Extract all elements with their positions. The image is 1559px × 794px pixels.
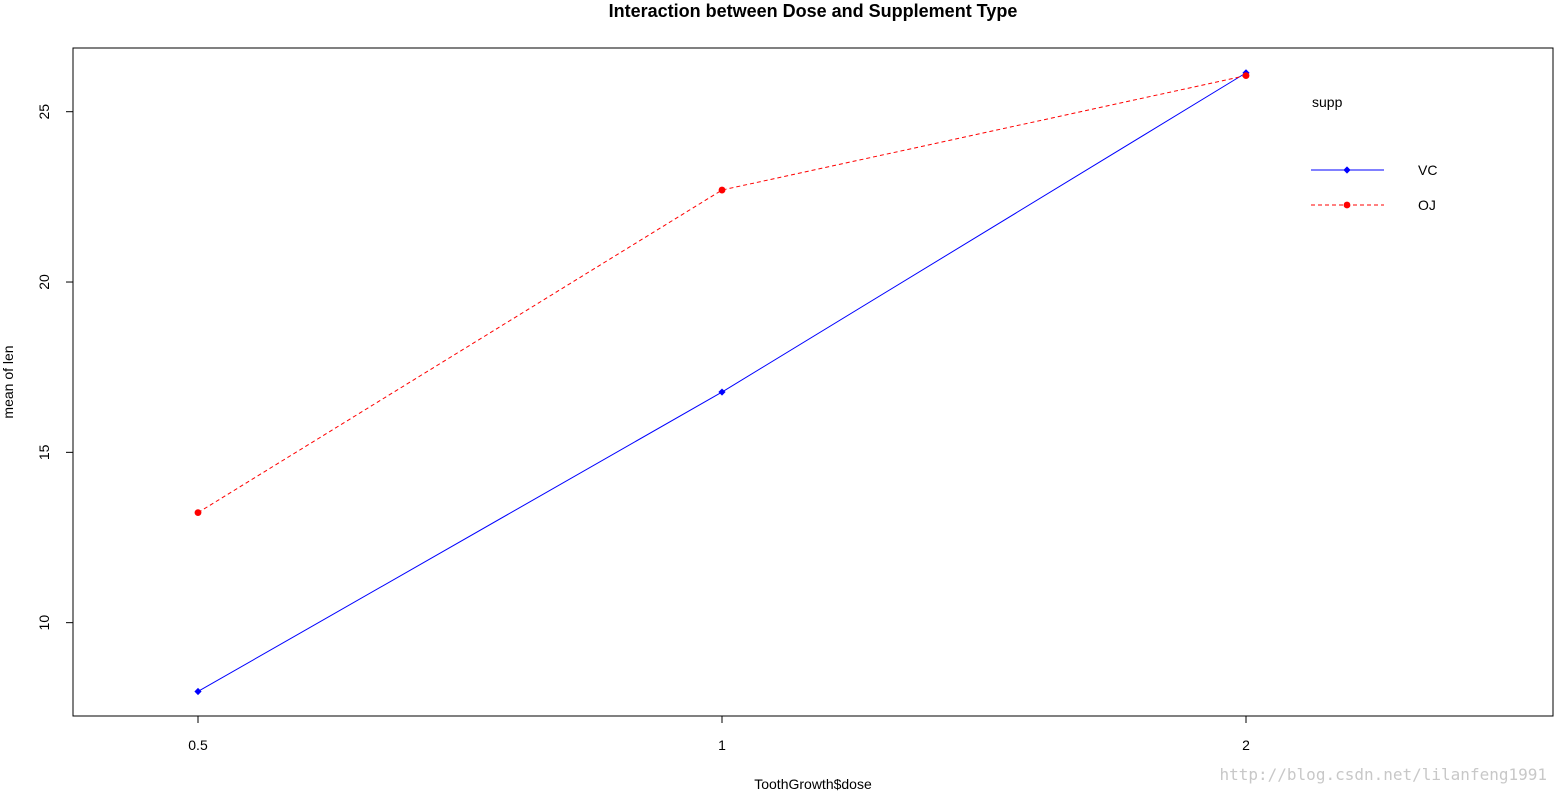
watermark: http://blog.csdn.net/lilanfeng1991 <box>1219 765 1547 784</box>
y-axis: 10 15 20 25 <box>36 104 74 631</box>
x-axis: 0.5 1 2 <box>188 715 1250 753</box>
series-layer <box>194 69 1250 696</box>
legend: supp VC OJ <box>1311 94 1437 213</box>
series-oj <box>194 72 1250 517</box>
series-oj-line <box>197 75 1247 514</box>
legend-item-vc: VC <box>1311 162 1437 178</box>
legend-entries: VC OJ <box>1311 162 1437 213</box>
chart-title: Interaction between Dose and Supplement … <box>609 1 1018 21</box>
legend-title: supp <box>1312 94 1343 110</box>
plot-frame <box>72 47 1554 717</box>
x-tick-label: 0.5 <box>188 737 208 753</box>
legend-item-oj: OJ <box>1311 197 1436 213</box>
legend-swatch-marker <box>1343 166 1351 174</box>
legend-label: OJ <box>1418 197 1436 213</box>
x-axis-label: ToothGrowth$dose <box>754 776 872 792</box>
series-oj-point <box>718 186 726 194</box>
legend-label: VC <box>1418 162 1437 178</box>
x-tick-label: 2 <box>1242 737 1250 753</box>
series-oj-point <box>1242 72 1250 79</box>
legend-swatch-marker <box>1343 201 1351 209</box>
series-vc-point <box>718 388 726 396</box>
y-tick-label: 15 <box>36 444 52 460</box>
y-tick-label: 20 <box>36 274 52 290</box>
y-axis-label: mean of len <box>0 345 16 418</box>
series-vc <box>194 69 1250 696</box>
series-vc-line <box>197 72 1247 692</box>
x-tick-label: 1 <box>718 737 726 753</box>
y-tick-label: 25 <box>36 104 52 120</box>
series-oj-point <box>194 509 202 517</box>
series-vc-point <box>194 687 202 696</box>
y-tick-label: 10 <box>36 615 52 631</box>
